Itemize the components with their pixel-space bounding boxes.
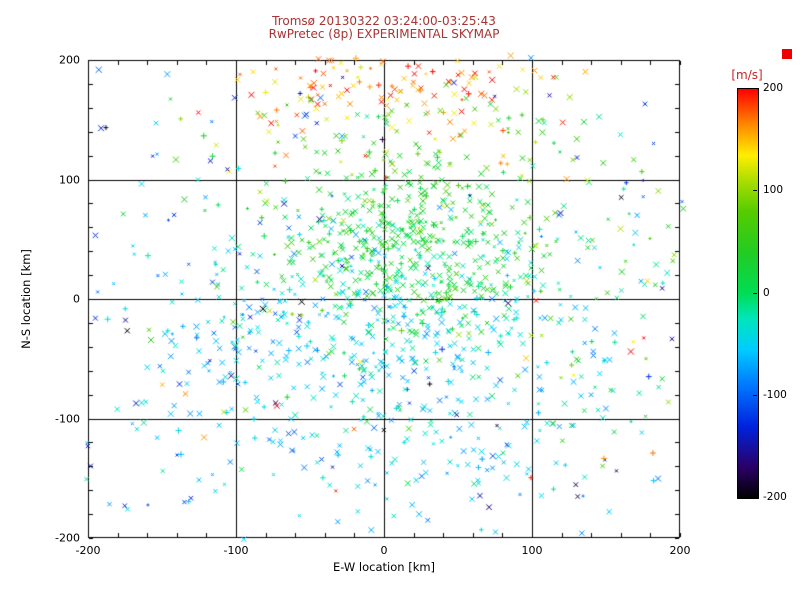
y-tick-label: 200: [59, 53, 80, 67]
y-tick-label: -200: [55, 531, 80, 545]
colorbar-tickmark: [753, 394, 757, 396]
y-tick-label: 0: [73, 292, 80, 306]
colorbar-tickmark: [753, 497, 757, 498]
colorbar-tickmark: [753, 292, 757, 294]
colorbar-tick-label: 100: [763, 184, 784, 197]
x-tick-label: -200: [75, 544, 101, 557]
colorbar-gradient: [738, 89, 758, 498]
colorbar-tickmark: [753, 88, 757, 89]
red-square-marker: [782, 49, 792, 59]
y-axis-label: N-S location [km]: [19, 249, 33, 349]
x-tick-label: 200: [669, 544, 691, 557]
x-tick-label: -100: [223, 544, 249, 557]
colorbar-tick-label: 200: [763, 82, 784, 94]
colorbar-tick-label: -100: [763, 388, 787, 401]
y-tick-label: 100: [59, 173, 80, 186]
scatter-plot-canvas: [80, 52, 688, 546]
chart-subtitle: RwPretec (8p) EXPERIMENTAL SKYMAP: [268, 27, 500, 41]
x-tick-label: 0: [380, 544, 388, 557]
chart-title: Tromsø 20130322 03:24:00-03:25:43: [272, 14, 496, 28]
x-tick-label: 100: [521, 544, 543, 557]
x-axis-label: E-W location [km]: [332, 560, 436, 574]
colorbar-label: [m/s]: [731, 68, 763, 82]
colorbar-tick-label: -200: [763, 491, 787, 503]
colorbar: [737, 88, 759, 499]
y-tick-label: -100: [55, 412, 80, 425]
colorbar-tick-label: 0: [763, 286, 770, 299]
colorbar-tickmark: [753, 190, 757, 192]
